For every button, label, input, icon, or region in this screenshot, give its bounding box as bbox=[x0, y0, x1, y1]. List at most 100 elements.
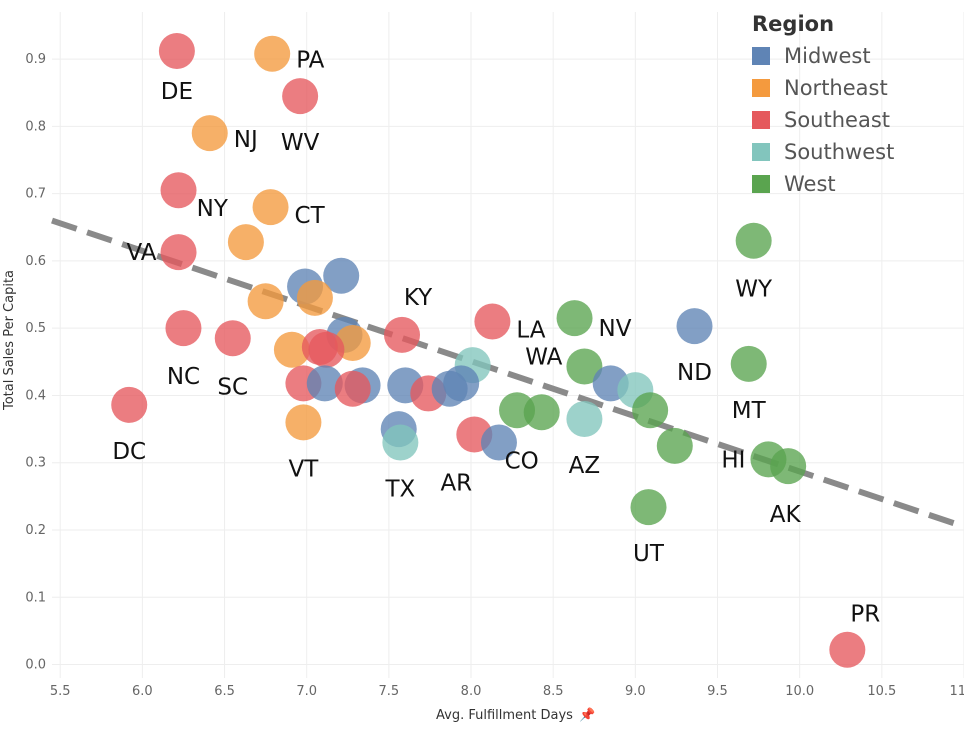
data-point[interactable] bbox=[443, 365, 480, 402]
y-tick-label: 0.1 bbox=[25, 590, 46, 605]
legend-label: Midwest bbox=[784, 44, 871, 68]
data-point[interactable] bbox=[523, 394, 560, 431]
y-tick-label: 0.4 bbox=[25, 388, 46, 403]
data-point[interactable] bbox=[770, 448, 807, 485]
x-axis-title-wrap: Avg. Fulfillment Days 📌 bbox=[436, 708, 595, 723]
legend-swatch bbox=[752, 143, 770, 161]
y-tick-label: 0.7 bbox=[25, 187, 46, 202]
data-point[interactable] bbox=[165, 310, 202, 347]
point-label: DE bbox=[161, 79, 193, 105]
x-tick-label: 9.5 bbox=[707, 684, 728, 699]
axis-ticks: 5.5 6.0 6.5 7.0 7.5 8.0 8.5 9.0 9.5 10.0 10.5 11.0 0… bbox=[25, 52, 964, 699]
y-tick-label: 0.2 bbox=[25, 523, 46, 538]
data-point[interactable] bbox=[566, 348, 603, 385]
legend-label: Southwest bbox=[784, 140, 895, 164]
data-points[interactable] bbox=[111, 33, 866, 668]
point-label: NY bbox=[197, 196, 229, 222]
point-label: WV bbox=[281, 130, 320, 156]
legend-item[interactable]: Northeast bbox=[752, 72, 894, 104]
y-tick-label: 0.0 bbox=[25, 658, 46, 673]
data-point[interactable] bbox=[160, 172, 197, 209]
legend-swatch bbox=[752, 79, 770, 97]
point-labels: DE PA WV NJ CT NY VA NC SC KY LA NV ND WY MT WA CO AZ VT DC… bbox=[112, 48, 880, 628]
data-point[interactable] bbox=[556, 300, 593, 337]
point-label: DC bbox=[112, 439, 146, 465]
data-point[interactable] bbox=[382, 424, 419, 461]
x-tick-label: 6.0 bbox=[132, 684, 153, 699]
data-point[interactable] bbox=[632, 392, 669, 429]
y-tick-label: 0.3 bbox=[25, 456, 46, 471]
data-point[interactable] bbox=[334, 370, 371, 407]
point-label: TX bbox=[384, 477, 415, 503]
point-label: VT bbox=[289, 456, 320, 482]
data-point[interactable] bbox=[306, 365, 343, 402]
data-point[interactable] bbox=[735, 222, 772, 259]
y-tick-label: 0.6 bbox=[25, 254, 46, 269]
data-point[interactable] bbox=[282, 78, 319, 115]
x-tick-label: 5.5 bbox=[50, 684, 71, 699]
legend-title: Region bbox=[752, 12, 835, 36]
legend-label: Northeast bbox=[784, 76, 888, 100]
data-point[interactable] bbox=[285, 404, 322, 441]
legend-item[interactable]: West bbox=[752, 168, 894, 200]
data-point[interactable] bbox=[480, 424, 517, 461]
legend-label: West bbox=[784, 172, 836, 196]
point-label: KY bbox=[404, 285, 433, 311]
data-point[interactable] bbox=[227, 224, 264, 261]
trend-line bbox=[51, 217, 964, 530]
point-label: PR bbox=[850, 602, 880, 628]
data-point[interactable] bbox=[158, 33, 195, 70]
data-point[interactable] bbox=[254, 35, 291, 72]
legend-swatch bbox=[752, 111, 770, 129]
pin-icon[interactable]: 📌 bbox=[578, 708, 596, 723]
data-point[interactable] bbox=[676, 308, 713, 345]
legend-item[interactable]: Midwest bbox=[752, 40, 894, 72]
data-point[interactable] bbox=[730, 345, 767, 382]
point-label: AR bbox=[440, 470, 472, 496]
point-label: MT bbox=[732, 398, 767, 424]
data-point[interactable] bbox=[829, 631, 866, 668]
legend-item[interactable]: Southeast bbox=[752, 104, 894, 136]
y-tick-label: 0.5 bbox=[25, 321, 46, 336]
point-label: NC bbox=[167, 364, 200, 390]
y-axis-title: Total Sales Per Capita bbox=[2, 270, 17, 411]
legend-swatch bbox=[752, 47, 770, 65]
x-tick-label: 10.0 bbox=[785, 684, 814, 699]
point-label: CT bbox=[295, 203, 326, 229]
data-point[interactable] bbox=[111, 386, 148, 423]
x-tick-label: 9.0 bbox=[625, 684, 646, 699]
data-point[interactable] bbox=[252, 189, 289, 226]
x-axis-title: Avg. Fulfillment Days bbox=[436, 708, 573, 723]
x-tick-label: 7.5 bbox=[379, 684, 400, 699]
x-tick-label: 10.5 bbox=[867, 684, 896, 699]
data-point[interactable] bbox=[296, 279, 333, 316]
data-point[interactable] bbox=[214, 320, 251, 357]
point-label: LA bbox=[516, 317, 545, 343]
data-point[interactable] bbox=[630, 489, 667, 526]
legend-label: Southeast bbox=[784, 108, 890, 132]
data-point[interactable] bbox=[656, 427, 693, 464]
data-point[interactable] bbox=[191, 115, 228, 152]
data-point[interactable] bbox=[308, 331, 345, 368]
point-label: WY bbox=[735, 277, 773, 303]
point-label: AK bbox=[770, 502, 802, 528]
legend-swatch bbox=[752, 175, 770, 193]
point-label: WA bbox=[525, 345, 562, 371]
point-label: SC bbox=[217, 374, 248, 400]
data-point[interactable] bbox=[160, 234, 197, 271]
data-point[interactable] bbox=[323, 257, 360, 294]
x-tick-label: 8.5 bbox=[543, 684, 564, 699]
data-point[interactable] bbox=[247, 283, 284, 320]
point-label: PA bbox=[296, 48, 324, 74]
legend: Region Midwest Northeast Southeast South… bbox=[752, 12, 894, 200]
legend-item[interactable]: Southwest bbox=[752, 136, 894, 168]
point-label: ND bbox=[677, 360, 712, 386]
data-point[interactable] bbox=[384, 316, 421, 353]
x-tick-label: 8.0 bbox=[461, 684, 482, 699]
data-point[interactable] bbox=[474, 303, 511, 340]
y-tick-label: 0.9 bbox=[25, 52, 46, 67]
data-point[interactable] bbox=[273, 331, 310, 368]
data-point[interactable] bbox=[566, 401, 603, 437]
point-label: NV bbox=[599, 316, 632, 342]
